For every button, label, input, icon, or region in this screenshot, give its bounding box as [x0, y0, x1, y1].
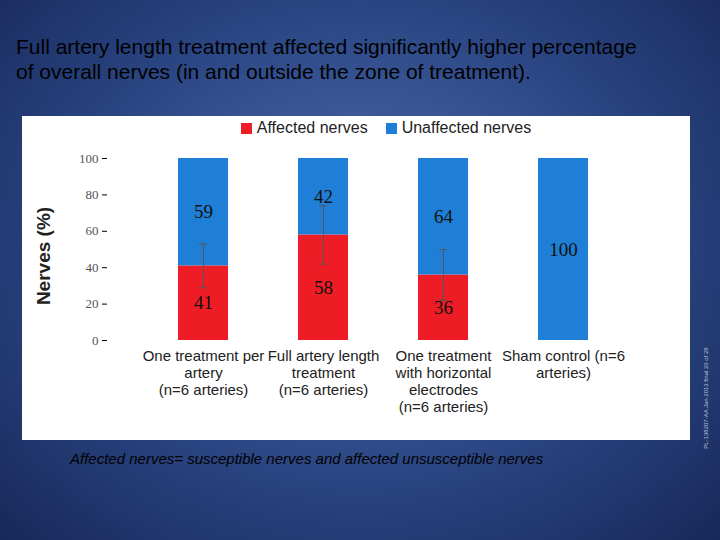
- html-text:Affected nerves= susceptible n: Affected nerves= susceptible nerves and …: [70, 450, 544, 467]
- svg-text:20: 20: [86, 296, 99, 311]
- svg-text:Full artery lengthtreatment(n=: Full artery lengthtreatment(n=6 arteries…: [268, 347, 380, 399]
- html-text:Unaffected nerves: Unaffected nerves: [401, 119, 532, 136]
- svg-text:41: 41: [194, 292, 213, 313]
- html-text:Nerves (%): Nerves (%): [33, 206, 54, 306]
- svg-text:42: 42: [314, 186, 333, 207]
- svg-text:40: 40: [86, 260, 99, 275]
- svg-text:0: 0: [92, 333, 99, 348]
- svg-text:One treatment perartery(n=6 ar: One treatment perartery(n=6 arteries): [143, 347, 265, 399]
- svg-text:59: 59: [194, 201, 213, 222]
- svg-text:Sham control (n=6arteries): Sham control (n=6arteries): [502, 347, 625, 381]
- svg-text:60: 60: [86, 223, 99, 238]
- svg-text:58: 58: [314, 277, 333, 298]
- html-text:PL-138207-AA Jan 2013 final 26: PL-138207-AA Jan 2013 final 26 of 28: [703, 347, 709, 449]
- svg-text:64: 64: [434, 206, 454, 227]
- svg-text:100: 100: [79, 151, 99, 166]
- html-text:Affected nerves: Affected nerves: [256, 119, 368, 136]
- svg-text:36: 36: [434, 297, 453, 318]
- svg-text:100: 100: [549, 239, 578, 260]
- html-text:Full artery length treatment a: Full artery length treatment affected si…: [16, 35, 637, 83]
- svg-text:80: 80: [86, 187, 99, 202]
- svg-text:One treatmentwith horizontalel: One treatmentwith horizontalelectrodes(n…: [395, 347, 493, 416]
